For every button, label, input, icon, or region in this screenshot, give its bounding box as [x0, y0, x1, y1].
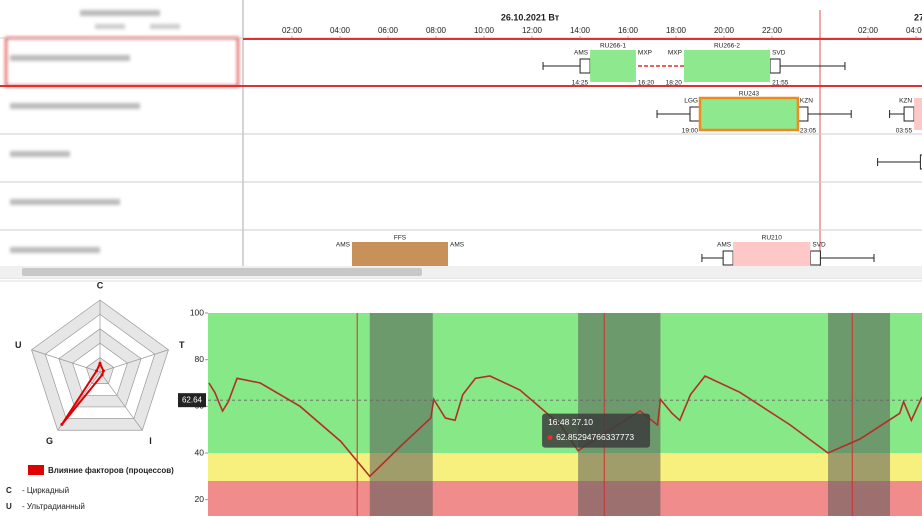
flight-name: RU266-1: [600, 43, 626, 50]
ground-box: [797, 106, 809, 122]
departure-time: 18:20: [666, 80, 683, 87]
zone-band: [208, 453, 922, 481]
ground-box: [809, 250, 821, 266]
ground-box: [722, 250, 734, 266]
radar-spoke: [99, 349, 169, 373]
ground-box: [769, 58, 781, 74]
hour-label: 16:00: [618, 26, 639, 35]
blurred-text: [10, 151, 70, 157]
radar-axis-label: I: [149, 436, 152, 446]
departure-time: 14:25: [572, 80, 589, 87]
reference-badge: [178, 393, 206, 408]
radar-axis-label: C: [97, 280, 104, 290]
blurred-text: [10, 103, 140, 109]
blurred-text: [10, 55, 130, 61]
tooltip-value: 62.85294766337773: [556, 432, 634, 442]
destination-code: SVD: [772, 50, 786, 57]
flight-bar[interactable]: [914, 98, 922, 130]
legend-swatch: [28, 465, 44, 475]
row-header-column: [10, 10, 180, 253]
ground-box: [903, 106, 915, 122]
radar-axis-label: T: [179, 340, 185, 350]
hour-label: 18:00: [666, 26, 687, 35]
ground-box: [579, 58, 591, 74]
tooltip-dot: [547, 435, 553, 441]
radar-axis-label: U: [15, 340, 22, 350]
night-band: [828, 313, 891, 516]
y-tick-label: 80: [195, 354, 205, 364]
hour-label: 14:00: [570, 26, 591, 35]
departure-time: 19:00: [682, 128, 699, 135]
note-text: - Циркадный: [22, 486, 69, 495]
series-line: [208, 375, 922, 478]
hour-label: 22:00: [762, 26, 783, 35]
blurred-text: [150, 24, 180, 29]
departure-time: 03:55: [896, 128, 913, 135]
reference-label: 62.64: [182, 395, 203, 404]
radar-spoke: [99, 371, 143, 431]
tooltip-title: 16:48 27.10: [548, 417, 593, 427]
destination-code: SVD: [812, 242, 826, 249]
arrival-time: 23:05: [800, 128, 817, 135]
blurred-text: [10, 247, 100, 253]
arrival-time: 16:20: [638, 80, 655, 87]
flight-name: RU210: [762, 235, 783, 242]
hour-label: 02:00: [858, 26, 879, 35]
ground-box: [919, 154, 922, 170]
y-tick-label: 40: [195, 447, 205, 457]
radar-axis-label: G: [46, 436, 53, 446]
y-tick-label: 20: [195, 494, 205, 504]
hour-label: 06:00: [378, 26, 399, 35]
gantt-panel: [0, 0, 922, 280]
hour-label: 10:00: [474, 26, 495, 35]
zone-band: [208, 481, 922, 516]
hour-label: 04:00: [906, 26, 922, 35]
legend-label: Влияние факторов (процессов): [48, 466, 174, 475]
flight-name: RU243: [739, 91, 760, 98]
note-key: C: [6, 486, 12, 495]
note-key: U: [6, 502, 12, 511]
hour-label: 02:00: [282, 26, 303, 35]
blurred-text: [95, 24, 125, 29]
flight-name: RU266-2: [714, 43, 740, 50]
hour-label: 20:00: [714, 26, 735, 35]
origin-code: KZN: [899, 98, 912, 105]
destination-code: KZN: [800, 98, 813, 105]
flight-bar[interactable]: [698, 96, 800, 132]
hour-label: 08:00: [426, 26, 447, 35]
tooltip: [542, 413, 651, 448]
blurred-text: [80, 10, 160, 16]
radar-point: [100, 373, 104, 377]
radar-spoke: [31, 349, 101, 373]
night-band: [369, 313, 433, 516]
destination-code: MXP: [638, 50, 652, 57]
radar-point: [98, 361, 102, 365]
date-header: 26.10.2021 Вт: [501, 12, 560, 22]
note-text: - Ультрадианный: [22, 502, 85, 511]
radar-point: [60, 422, 64, 426]
blurred-text: [10, 199, 120, 205]
date-header: 27: [914, 12, 922, 22]
origin-code: AMS: [336, 242, 351, 249]
radar-point: [101, 369, 105, 373]
hour-label: 04:00: [330, 26, 351, 35]
ground-box: [689, 106, 701, 122]
destination-code: AMS: [450, 242, 465, 249]
y-tick-label: 100: [190, 307, 204, 317]
scrollbar-thumb[interactable]: [22, 268, 422, 276]
flight-bar[interactable]: [683, 50, 771, 82]
arrival-time: 21:55: [772, 80, 789, 87]
origin-code: MXP: [668, 50, 682, 57]
radar-point: [95, 369, 99, 373]
flight-name: FFS: [394, 235, 407, 242]
flight-bar[interactable]: [590, 50, 636, 82]
origin-code: LGG: [684, 98, 698, 105]
origin-code: AMS: [574, 50, 589, 57]
radar-chart: C T I G U Влияние факторов (процессов) C - Цирк…: [6, 280, 185, 511]
hour-label: 12:00: [522, 26, 543, 35]
origin-code: AMS: [717, 242, 732, 249]
